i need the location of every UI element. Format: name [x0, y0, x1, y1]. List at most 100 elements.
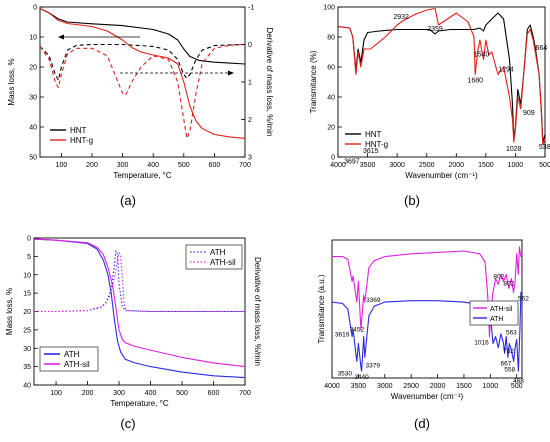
panel-label-c: (c)	[120, 416, 135, 431]
y-tick-label: 20	[327, 125, 335, 132]
panel-label-b: (b)	[404, 193, 420, 208]
x-tick-label: 100	[56, 162, 68, 169]
legend-label: HNT	[70, 126, 87, 135]
x-axis-label: Temperature, °C	[113, 171, 172, 180]
y-tick-label: 30	[23, 346, 31, 353]
x-tick-label: 1500	[456, 383, 472, 390]
legend-label: ATH-sil	[210, 258, 236, 267]
x-axis-label: Temperature, °C	[110, 399, 169, 408]
peak-label: 562	[518, 295, 529, 302]
y-tick-label: 5	[27, 254, 31, 261]
peak-label: 1016	[474, 340, 489, 347]
y-axis-label: Mass loss, %	[7, 58, 16, 105]
x-tick-label: 600	[209, 162, 221, 169]
y2-tick-label: -1	[248, 5, 254, 12]
peak-label: 563	[506, 330, 517, 337]
panel-label-d: (d)	[414, 416, 430, 431]
peak-label: 2359	[427, 26, 443, 33]
legend-label: ATH	[490, 316, 503, 323]
series-line-ath-sil	[33, 238, 246, 368]
arrow-right-head	[228, 70, 234, 76]
peak-label: 2932	[393, 14, 409, 21]
y-tick-label: 40	[23, 383, 31, 390]
arrow-left-head	[58, 34, 64, 40]
x-tick-label: 700	[239, 390, 251, 397]
y-axis-label: Transmitance (a.u.)	[317, 274, 326, 343]
peak-label: 1028	[506, 146, 522, 153]
y-tick-label: 30	[29, 95, 37, 102]
y-tick-label: 10	[29, 35, 37, 42]
peak-label: 909	[523, 110, 535, 117]
y-tick-label: 0	[331, 155, 335, 162]
x-tick-label: 100	[50, 390, 62, 397]
y2-tick-label: 2	[248, 117, 252, 124]
x-tick-label: 4000	[330, 162, 346, 169]
x-tick-label: 2000	[448, 162, 464, 169]
peak-label: 538	[539, 144, 550, 151]
x-tick-label: 500	[539, 162, 550, 169]
legend-label: HNT	[365, 130, 382, 139]
plot-frame	[337, 6, 546, 158]
legend-label: ATH-sil	[490, 306, 513, 313]
series-line-ath-sil	[332, 246, 523, 338]
peak-label: 1294	[498, 67, 514, 74]
x-tick-label: 200	[86, 162, 98, 169]
y-tick-label: 0	[33, 5, 37, 12]
x-axis-label: Wavenumber (cm⁻¹)	[405, 171, 478, 180]
y2-tick-label: 3	[248, 155, 252, 162]
y-tick-label: 15	[23, 291, 31, 298]
peak-label: 664	[535, 45, 547, 52]
peak-label: 3697	[344, 159, 360, 166]
series-line-ath-sil	[34, 252, 245, 313]
x-tick-label: 1000	[508, 162, 524, 169]
x-tick-label: 200	[82, 390, 94, 397]
peak-label: 802	[503, 280, 514, 287]
panel-label-a: (a)	[120, 193, 136, 208]
legend-label: HNT-g	[365, 140, 388, 149]
legend-box-derivative	[185, 244, 243, 270]
peak-label: 1540	[474, 52, 490, 59]
panel-c: 100 200 300 400 500 600 700 0 5 10 15 20 25 30 35 40 Tem…	[5, 236, 262, 409]
y2-axis-label: Derivative of mass loss, %/min	[253, 257, 262, 366]
y-axis-label: Transmitance (%)	[309, 50, 318, 113]
peak-label: 732	[503, 348, 514, 355]
panel-b: 4000 3500 3000 2500 2000 1500 1000 500 0 20 40 60 80…	[309, 5, 550, 181]
x-tick-label: 500	[511, 383, 523, 390]
x-tick-label: 4000	[324, 383, 340, 390]
peak-label: 3452	[350, 327, 365, 334]
x-tick-label: 600	[208, 390, 220, 397]
x-tick-label: 2500	[403, 383, 419, 390]
x-tick-label: 3000	[389, 162, 405, 169]
legend-label: ATH	[64, 350, 80, 359]
peak-label: 3615	[363, 148, 379, 155]
peak-label: 1680	[467, 78, 483, 85]
y-tick-label: 100	[323, 5, 335, 12]
y-axis-label: Mass loss, %	[5, 288, 14, 335]
peak-label: 468	[513, 378, 524, 385]
x-tick-label: 3500	[360, 162, 376, 169]
series-line-hnt	[337, 12, 546, 143]
legend-box	[469, 300, 519, 326]
series-line-ath	[33, 238, 246, 379]
series-line-derivative	[39, 43, 246, 139]
y-tick-label: 10	[23, 272, 31, 279]
peak-label: 3530	[338, 370, 353, 377]
y-tick-label: 20	[23, 309, 31, 316]
legend-label: HNT-g	[70, 136, 93, 145]
y-tick-label: 60	[327, 65, 335, 72]
peak-label: 3379	[366, 362, 381, 369]
y-tick-label: 25	[23, 327, 31, 334]
y-tick-label: 50	[29, 155, 37, 162]
x-tick-label: 300	[117, 162, 129, 169]
peak-label: 558	[504, 366, 515, 373]
y-tick-label: 40	[327, 95, 335, 102]
x-tick-label: 1500	[478, 162, 494, 169]
series-line-hnt-g	[337, 7, 546, 146]
peak-label: 3619	[335, 332, 350, 339]
peak-label: 802	[493, 274, 504, 281]
y2-tick-label: 0	[248, 42, 252, 49]
y-tick-label: 80	[327, 35, 335, 42]
x-tick-label: 3500	[351, 383, 367, 390]
x-axis-label: Wavenumber (cm⁻¹)	[391, 392, 464, 401]
